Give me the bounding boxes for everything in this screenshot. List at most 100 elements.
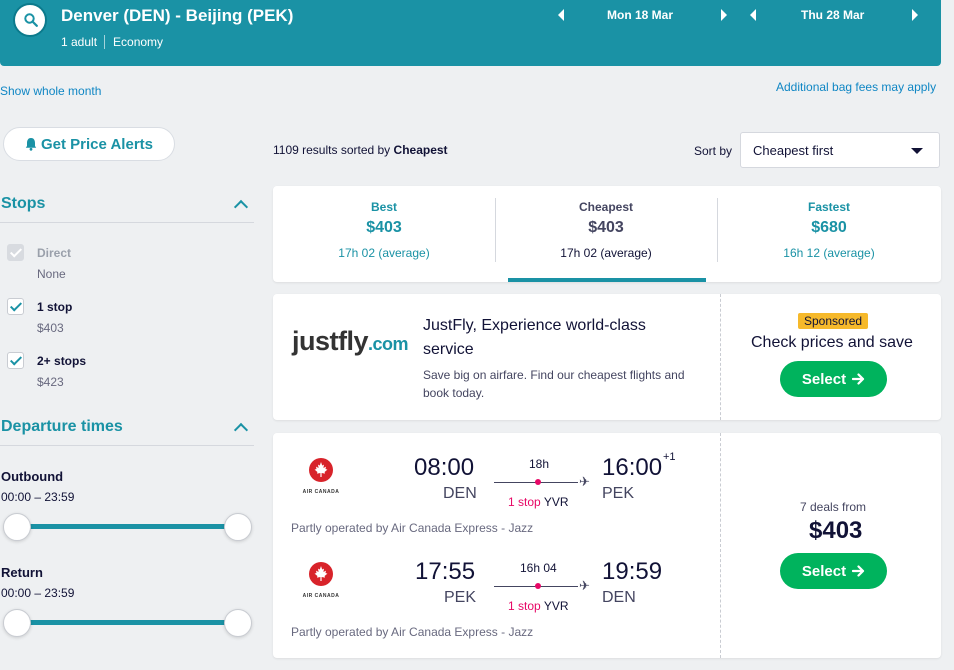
search-icon (24, 13, 38, 27)
arrow-right-icon (852, 565, 865, 577)
price-alerts-label: Get Price Alerts (41, 135, 153, 153)
passenger-summary[interactable]: 1 adult Economy (61, 35, 163, 49)
outbound-range: 00:00 – 23:59 (1, 490, 75, 504)
outbound-prev-day-icon[interactable] (558, 9, 564, 21)
results-count-text: 1109 results sorted by (273, 143, 391, 157)
results-sorted-by: Cheapest (393, 143, 448, 157)
return-date[interactable]: Thu 28 Mar (801, 8, 865, 22)
outbound-next-day-icon[interactable] (721, 9, 727, 21)
leg2-stop-dot (535, 583, 541, 589)
flight-select-button[interactable]: Select (780, 553, 887, 589)
ad-description: Save big on airfare. Find our cheapest f… (423, 368, 685, 400)
sponsored-badge: Sponsored (798, 313, 869, 329)
collapse-departure-icon[interactable] (233, 422, 249, 438)
route-title[interactable]: Denver (DEN) - Beijing (PEK) (61, 6, 294, 25)
sponsored-ad-card[interactable]: justfly.com JustFly, Experience world-cl… (273, 294, 941, 420)
leg2-depart-code: PEK (444, 589, 477, 606)
leg2-depart-time: 17:55 (415, 558, 476, 585)
stops-two-plus-price: $423 (37, 375, 64, 389)
sort-tabs: Best $403 17h 02 (average) Cheapest $403… (273, 186, 941, 282)
return-prev-day-icon[interactable] (750, 9, 756, 21)
bell-icon (25, 138, 37, 151)
stops-two-plus-label[interactable]: 2+ stops (37, 354, 87, 368)
outbound-label: Outbound (1, 469, 64, 484)
bag-fees-link[interactable]: Additional bag fees may apply (776, 80, 937, 94)
justfly-logo: justfly.com (292, 326, 409, 357)
divider (0, 222, 254, 223)
leg2-stop-count: 1 stop (508, 599, 541, 613)
flight-result-card[interactable]: AIR CANADA 08:00 DEN 18h ✈ 1 stop YVR 16… (273, 433, 941, 658)
ad-title: JustFly, Experience world-class service (423, 317, 646, 358)
logo-suffix: .com (368, 334, 409, 354)
tab-best[interactable]: Best $403 17h 02 (average) (273, 186, 495, 282)
deals-count: 7 deals from (800, 500, 867, 514)
outbound-slider-start-handle[interactable] (3, 513, 31, 541)
maple-leaf-icon (309, 458, 333, 482)
show-whole-month-link[interactable]: Show whole month (0, 84, 102, 98)
passenger-count: 1 adult (61, 35, 98, 49)
leg2-via: YVR (543, 599, 569, 613)
tab-cheapest-price: $403 (588, 219, 624, 236)
stops-one-checkbox[interactable] (7, 298, 24, 315)
leg2-stops: 1 stop YVR (508, 599, 569, 613)
search-button[interactable] (13, 3, 47, 37)
leg2-operated-by: Partly operated by Air Canada Express - … (291, 625, 534, 639)
stops-direct-checkbox[interactable] (7, 244, 24, 261)
leg1-duration: 18h (529, 457, 550, 471)
tab-best-duration: 17h 02 (average) (338, 246, 430, 260)
leg1-depart-time: 08:00 (414, 454, 475, 481)
flight-price: $403 (809, 517, 863, 544)
sort-dropdown[interactable]: Cheapest first (740, 132, 940, 168)
air-canada-logo: AIR CANADA (291, 561, 351, 599)
leg1-operated-by: Partly operated by Air Canada Express - … (291, 521, 534, 535)
collapse-stops-icon[interactable] (233, 199, 249, 215)
sort-dropdown-value: Cheapest first (753, 143, 834, 158)
tab-cheapest[interactable]: Cheapest $403 17h 02 (average) (495, 186, 717, 282)
caret-down-icon (911, 148, 923, 154)
leg1-depart-code: DEN (443, 485, 477, 502)
get-price-alerts-button[interactable]: Get Price Alerts (3, 127, 175, 161)
active-tab-indicator (508, 278, 706, 282)
airline-name: AIR CANADA (302, 593, 340, 599)
return-slider-end-handle[interactable] (224, 609, 252, 637)
results-summary: 1109 results sorted by Cheapest (273, 143, 448, 157)
leg1-stop-dot (535, 479, 541, 485)
airline-name: AIR CANADA (302, 489, 340, 495)
departure-times-title[interactable]: Departure times (1, 418, 123, 435)
leg1-arrive-offset: +1 (663, 451, 676, 463)
airplane-icon: ✈ (579, 474, 590, 489)
leg1-stop-count: 1 stop (508, 495, 541, 509)
divider (104, 35, 106, 49)
air-canada-logo: AIR CANADA (291, 457, 351, 495)
return-next-day-icon[interactable] (912, 9, 918, 21)
divider (720, 433, 721, 658)
outbound-slider-track[interactable] (15, 524, 237, 529)
stops-direct-price: None (37, 267, 66, 281)
leg1-arrive-time: 16:00 (602, 454, 663, 481)
tab-fastest[interactable]: Fastest $680 16h 12 (average) (717, 186, 941, 282)
select-label: Select (801, 370, 847, 388)
return-slider-start-handle[interactable] (3, 609, 31, 637)
search-header[interactable]: Denver (DEN) - Beijing (PEK) 1 adult Eco… (0, 0, 941, 66)
select-label: Select (801, 562, 847, 580)
outbound-slider-end-handle[interactable] (224, 513, 252, 541)
return-slider-track[interactable] (15, 620, 237, 625)
stops-one-label[interactable]: 1 stop (37, 300, 73, 314)
tab-best-label: Best (370, 200, 397, 214)
stops-one-price: $403 (37, 321, 64, 335)
stops-two-plus-checkbox[interactable] (7, 352, 24, 369)
return-label: Return (1, 565, 43, 580)
leg2-duration: 16h 04 (520, 561, 557, 575)
ad-select-button[interactable]: Select (780, 361, 887, 397)
tab-cheapest-label: Cheapest (578, 200, 634, 214)
stops-section-title[interactable]: Stops (1, 195, 46, 212)
logo-main: justfly (292, 326, 369, 356)
leg2-arrive-code: DEN (602, 589, 636, 606)
leg1-arrive-code: PEK (602, 485, 635, 502)
outbound-date[interactable]: Mon 18 Mar (607, 8, 674, 22)
leg2-arrive-time: 19:59 (602, 558, 663, 585)
arrow-right-icon (852, 373, 865, 385)
leg1-via: YVR (543, 495, 569, 509)
leg1-stops: 1 stop YVR (508, 495, 569, 509)
sort-by-label: Sort by (694, 144, 733, 158)
